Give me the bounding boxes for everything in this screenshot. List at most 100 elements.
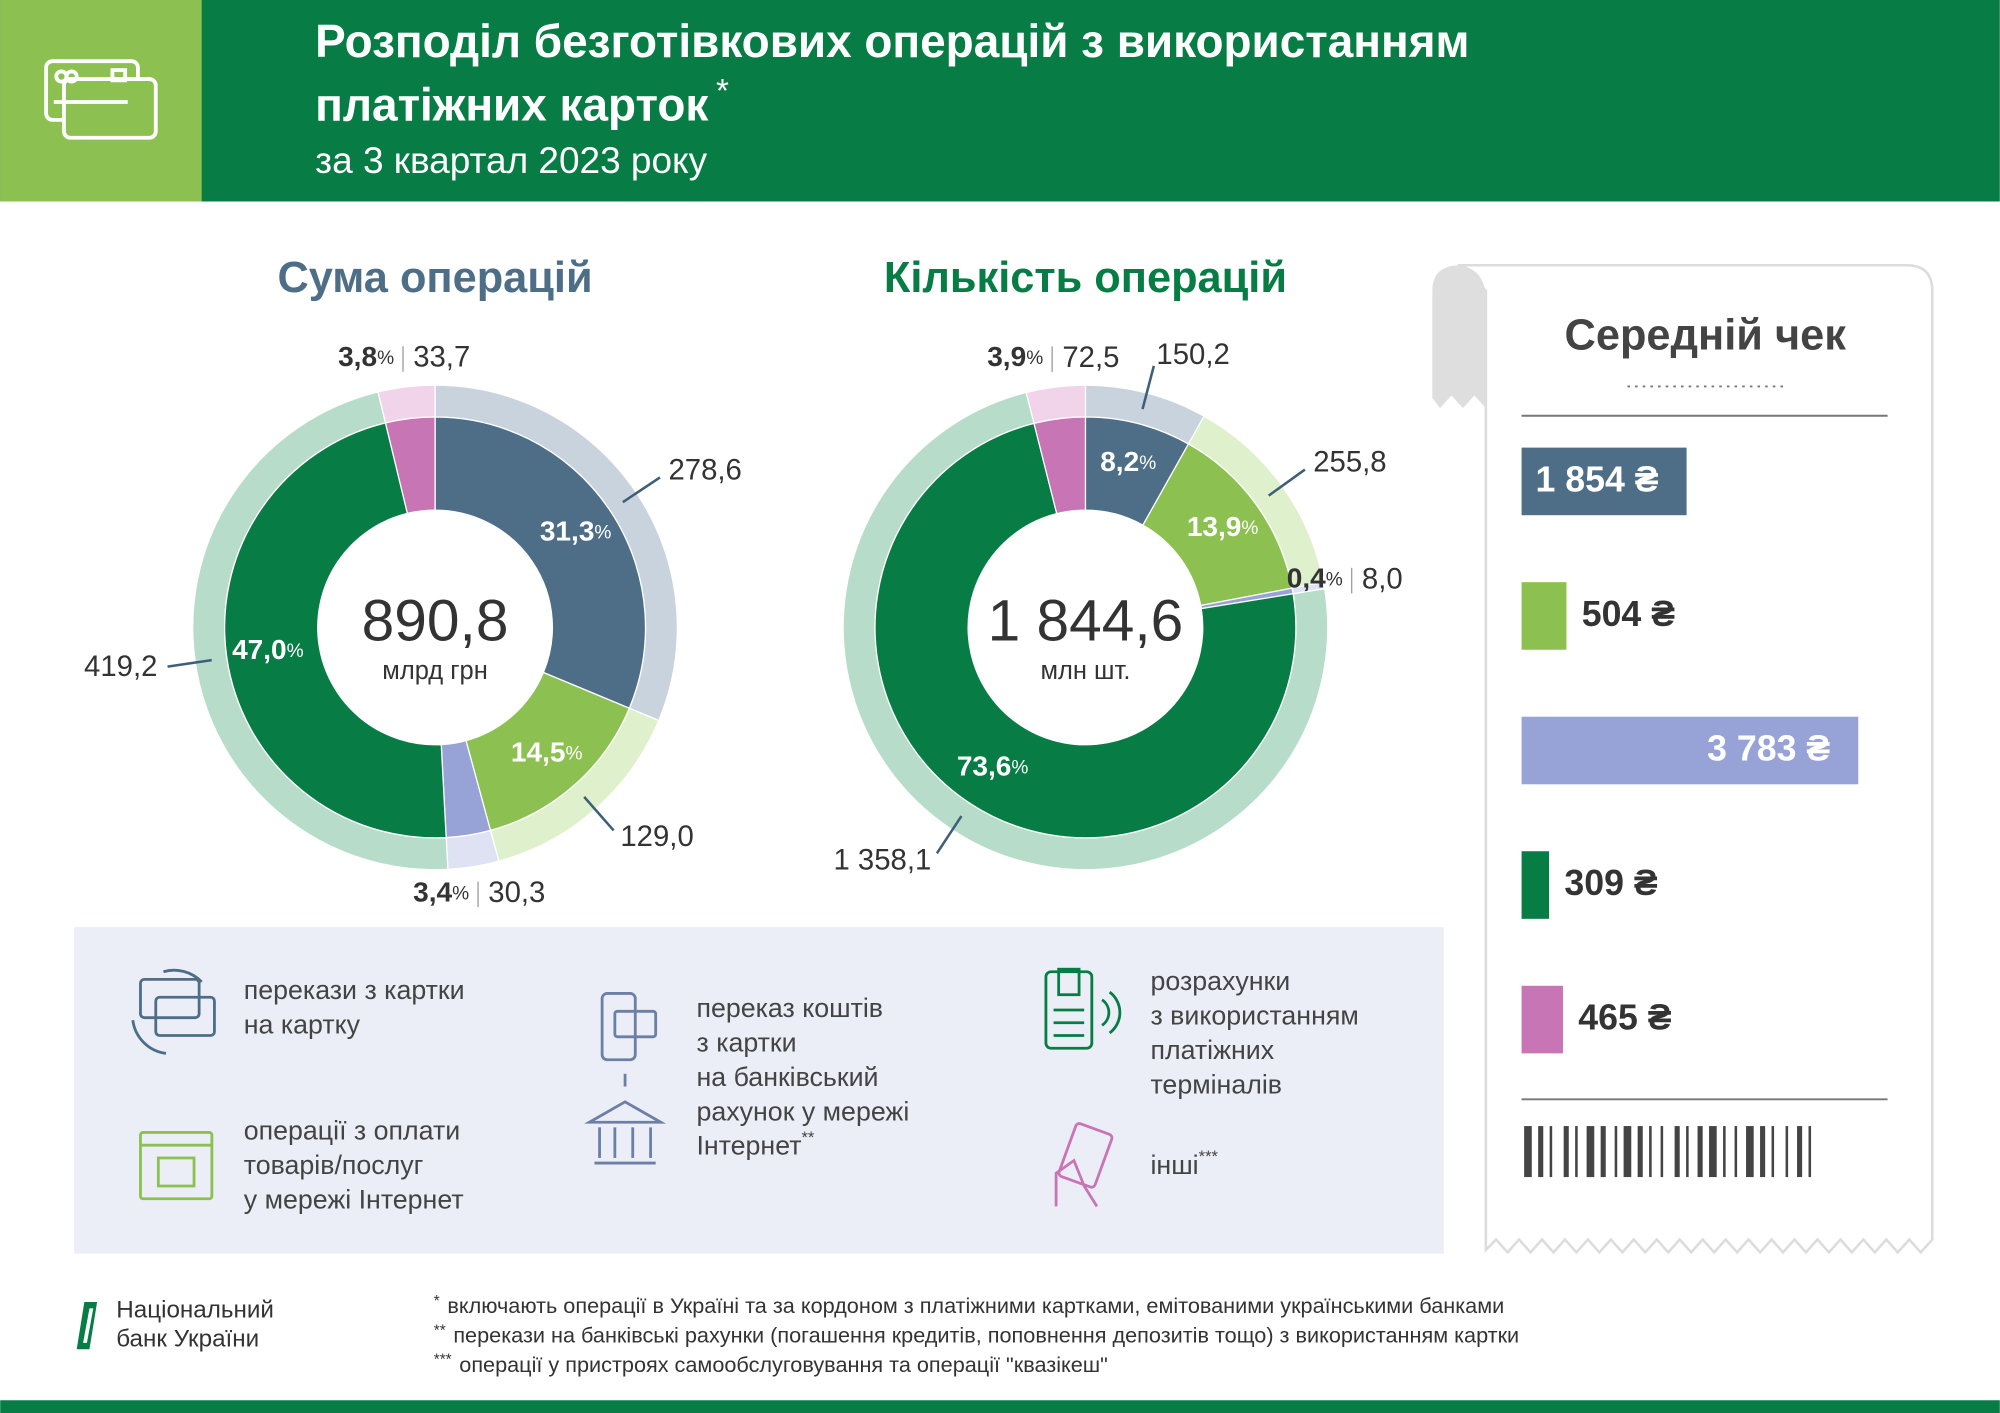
bar	[1521, 985, 1563, 1054]
percent-label: 31,3%	[540, 516, 612, 547]
logo-text: банк України	[116, 1326, 259, 1353]
legend-line: рахунок у мережі	[696, 1096, 909, 1126]
legend-line: інші	[1150, 1150, 1198, 1180]
icon-bank	[584, 992, 667, 1165]
barcode-bar	[1771, 1126, 1775, 1178]
legend-line: з використанням	[1150, 1001, 1358, 1031]
footnote-mark: ***	[434, 1352, 452, 1369]
leader-line	[622, 476, 661, 504]
legend-line: Інтернет	[696, 1131, 801, 1161]
barcode-bar	[1785, 1126, 1789, 1178]
barcode-bar	[1697, 1126, 1703, 1178]
donut-hole	[317, 510, 553, 745]
percent-value: 73,6	[957, 751, 1012, 782]
value-label: 1 854 ₴	[1535, 459, 1658, 499]
total-unit: млрд грн	[382, 657, 488, 685]
legend-line: товарів/послуг	[244, 1150, 424, 1180]
value-label: 465 ₴	[1578, 998, 1671, 1038]
barcode-bar	[1637, 1126, 1643, 1178]
logo-mark	[83, 1308, 94, 1343]
legend-line: перекази з картки	[244, 975, 465, 1005]
legend-panel	[74, 927, 1444, 1254]
percent-value: 8,2	[1100, 446, 1139, 477]
percent-unit: %	[1241, 518, 1258, 539]
leader-line	[583, 796, 615, 832]
barcode-bar	[1538, 1126, 1544, 1178]
footnote: * включають операції в Україні та за корд…	[434, 1293, 1504, 1318]
title-mark: *	[716, 73, 729, 110]
percent-label: 14,5%	[511, 737, 583, 768]
barcode-bar	[1734, 1126, 1738, 1178]
legend-text: Інтернет**	[696, 1128, 814, 1161]
barcode-bar	[1524, 1126, 1532, 1178]
barcode-bar	[1674, 1126, 1680, 1178]
percent-label: 0,4%	[1287, 563, 1343, 594]
value-label: 30,3	[488, 876, 545, 909]
leader-line	[1267, 468, 1306, 497]
footnote-mark: **	[434, 1322, 446, 1339]
logo-text: Національний	[116, 1296, 274, 1323]
legend-mark: ***	[1199, 1147, 1219, 1166]
footnote-text: операції у пристроях самообслуговування …	[459, 1352, 1108, 1377]
percent-label: 13,9%	[1187, 511, 1259, 542]
legend-text: на банківський	[696, 1062, 878, 1092]
icon-terminal	[1044, 967, 1122, 1050]
leader-line	[167, 658, 212, 668]
barcode-bar	[1649, 1126, 1652, 1178]
barcode-bar	[1797, 1126, 1803, 1178]
value-label: 33,7	[413, 341, 470, 374]
legend-mark: **	[801, 1128, 814, 1147]
legend-text: товарів/послуг	[244, 1150, 424, 1180]
legend-text: платіжних	[1150, 1035, 1274, 1065]
legend-text: переказ коштів	[696, 993, 883, 1023]
receipt-roll	[1432, 265, 1486, 409]
barcode-bar	[1563, 1126, 1569, 1178]
value-label: 72,5	[1062, 341, 1119, 374]
percent-label: 3,4%	[413, 877, 469, 908]
subtitle: за 3 квартал 2023 року	[315, 140, 707, 181]
percent-unit: %	[287, 641, 304, 662]
barcode-bar	[1549, 1126, 1553, 1178]
value-label: 309 ₴	[1564, 863, 1657, 903]
percent-label: 3,9%	[987, 342, 1043, 373]
bar	[1521, 582, 1567, 650]
legend-text: з картки	[696, 1028, 796, 1058]
legend-line: переказ коштів	[696, 993, 883, 1023]
legend-text: у мережі Інтернет	[244, 1184, 464, 1214]
title-line: платіжних карток	[315, 79, 708, 131]
percent-label: 3,8%	[338, 341, 394, 372]
percent-value: 0,4	[1287, 563, 1326, 594]
legend-line: розрахунки	[1150, 966, 1290, 996]
value-label: 129,0	[620, 820, 693, 853]
percent-unit: %	[1326, 570, 1343, 591]
title: платіжних карток *	[315, 73, 729, 131]
barcode-bar	[1746, 1126, 1754, 1178]
legend-text: перекази з картки	[244, 975, 465, 1005]
chart-title: Кількість операцій	[884, 254, 1287, 302]
percent-label: 8,2%	[1100, 446, 1156, 477]
icon-other	[1054, 1122, 1114, 1208]
value-label: 3 783 ₴	[1707, 729, 1830, 769]
percent-value: 31,3	[540, 516, 595, 547]
legend-line: на картку	[244, 1010, 361, 1040]
legend-text: операції з оплати	[244, 1116, 460, 1146]
legend-text: на картку	[244, 1010, 361, 1040]
bar	[1521, 447, 1687, 516]
legend-text: розрахунки	[1150, 966, 1290, 996]
footnote-text: включають операції в Україні та за кордо…	[447, 1293, 1504, 1318]
bar	[1521, 716, 1859, 785]
barcode-bar	[1623, 1126, 1632, 1178]
legend-line: у мережі Інтернет	[244, 1184, 464, 1214]
legend-icons	[131, 967, 1122, 1208]
icon-card-to-card	[131, 968, 216, 1055]
barcode-bar	[1586, 1126, 1595, 1178]
percent-unit: %	[565, 743, 582, 764]
legend-text: інші***	[1150, 1147, 1218, 1180]
chart-title: Сума операцій	[277, 254, 592, 302]
leader-line	[935, 815, 963, 855]
barcode-bar	[1600, 1126, 1606, 1178]
percent-value: 14,5	[511, 737, 566, 768]
legend-text: з використанням	[1150, 1001, 1358, 1031]
legend-text: терміналів	[1150, 1070, 1282, 1100]
